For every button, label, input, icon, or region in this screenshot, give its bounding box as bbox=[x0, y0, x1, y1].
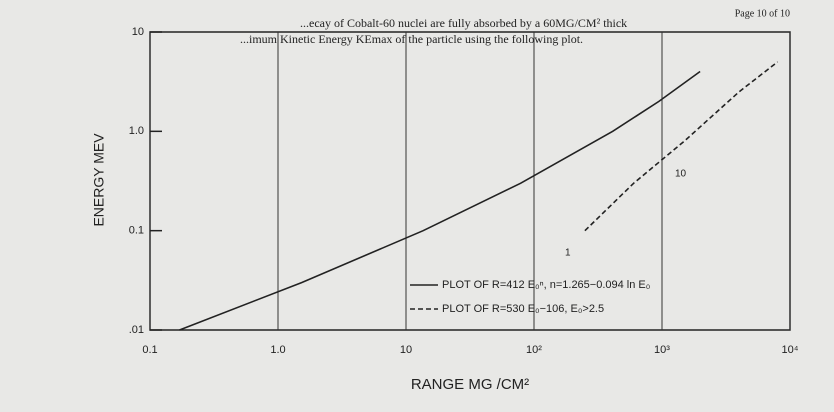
header-line: ...imum Kinetic Energy KEmax of the part… bbox=[240, 32, 583, 46]
legend-label: PLOT OF R=412 E₀ⁿ, n=1.265−0.094 ln E₀ bbox=[442, 279, 650, 291]
page-number: Page 10 of 10 bbox=[735, 8, 790, 19]
x-tick-label: 10³ bbox=[654, 344, 670, 356]
header-line: ...ecay of Cobalt-60 nuclei are fully ab… bbox=[300, 16, 627, 30]
y-tick-label: 0.1 bbox=[129, 225, 144, 237]
annotation: 1 bbox=[565, 248, 571, 259]
annotation: 10 bbox=[675, 169, 687, 180]
x-tick-label: 0.1 bbox=[142, 344, 157, 356]
y-tick-label: .01 bbox=[129, 324, 144, 336]
y-tick-label: 1.0 bbox=[129, 125, 144, 137]
legend-label: PLOT OF R=530 E₀−106, E₀>2.5 bbox=[442, 303, 604, 315]
y-tick-label: 10 bbox=[132, 26, 144, 38]
x-tick-label: 10² bbox=[526, 344, 542, 356]
x-tick-label: 1.0 bbox=[270, 344, 285, 356]
x-tick-label: 10⁴ bbox=[782, 344, 799, 356]
series-line bbox=[179, 70, 701, 331]
y-axis-label: ENERGY MEV bbox=[91, 133, 107, 227]
x-axis-label: RANGE MG /CM² bbox=[411, 376, 529, 393]
x-tick-label: 10 bbox=[400, 344, 412, 356]
